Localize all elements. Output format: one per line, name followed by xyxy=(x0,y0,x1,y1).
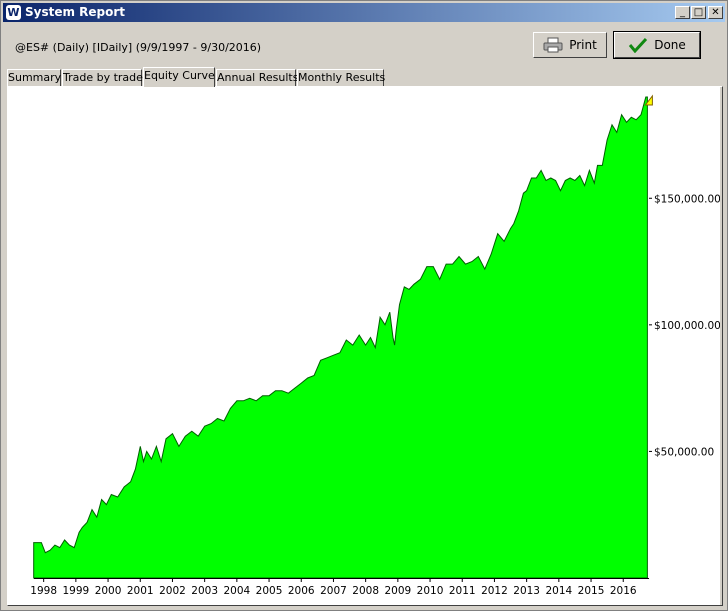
end-marker xyxy=(644,94,653,106)
checkmark-icon xyxy=(629,37,648,53)
maximize-icon[interactable]: □ xyxy=(691,6,706,19)
tab-equity-curve[interactable]: Equity Curve xyxy=(143,67,215,87)
tab-panel xyxy=(7,86,723,606)
done-button[interactable]: Done xyxy=(613,31,701,59)
x-tick-label: 2000 xyxy=(95,585,122,597)
x-tick-label: 2006 xyxy=(288,585,315,597)
x-tick-label: 2002 xyxy=(159,585,186,597)
y-tick-label: $50,000.00 xyxy=(654,446,714,458)
x-tick-label: 2012 xyxy=(481,585,508,597)
equity-curve-chart: 1998 1999 2000 2001 2002 2003 2004 2005 2006 2007… xyxy=(30,94,721,597)
y-tick-label: $150,000.00 xyxy=(654,193,720,205)
tab-summary[interactable]: Summary xyxy=(7,69,62,86)
x-tick-label: 1998 xyxy=(30,585,57,597)
x-tick-label: 2007 xyxy=(320,585,347,597)
tab-annual-results[interactable]: Annual Results xyxy=(216,69,299,86)
x-tick-label: 2011 xyxy=(449,585,476,597)
y-tick-label: $100,000.00 xyxy=(654,320,720,332)
x-tick-label: 2009 xyxy=(384,585,411,597)
x-tick-label: 2010 xyxy=(417,585,444,597)
minimize-icon[interactable]: _ xyxy=(675,6,690,19)
x-tick-label: 2003 xyxy=(191,585,218,597)
app-logo-icon: W xyxy=(6,5,21,20)
x-tick-label: 2014 xyxy=(545,585,572,597)
tab-trade-by-trade[interactable]: Trade by trade xyxy=(62,69,143,86)
x-tick-label: 2013 xyxy=(513,585,540,597)
print-label: Print xyxy=(569,38,597,52)
equity-area xyxy=(33,96,648,579)
x-tick-label: 2008 xyxy=(352,585,379,597)
x-tick-label: 1999 xyxy=(62,585,89,597)
x-tick-label: 2005 xyxy=(256,585,283,597)
x-tick-label: 2001 xyxy=(127,585,154,597)
done-label: Done xyxy=(654,38,686,52)
printer-icon xyxy=(543,37,563,53)
equity-chart-area: 1998 1999 2000 2001 2002 2003 2004 2005 2006 2007… xyxy=(8,87,721,605)
window-title: System Report xyxy=(25,5,126,19)
x-tick-label: 2015 xyxy=(578,585,605,597)
x-tick-label: 2004 xyxy=(223,585,250,597)
print-button[interactable]: Print xyxy=(533,32,607,58)
close-icon[interactable]: ✕ xyxy=(708,6,723,19)
x-tick-label: 2016 xyxy=(610,585,637,597)
tab-monthly-results[interactable]: Monthly Results xyxy=(297,69,386,86)
title-bar[interactable]: W System Report _ □ ✕ xyxy=(3,3,725,22)
report-subtitle: @ES# (Daily) [IDaily] (9/9/1997 - 9/30/2… xyxy=(15,41,262,54)
